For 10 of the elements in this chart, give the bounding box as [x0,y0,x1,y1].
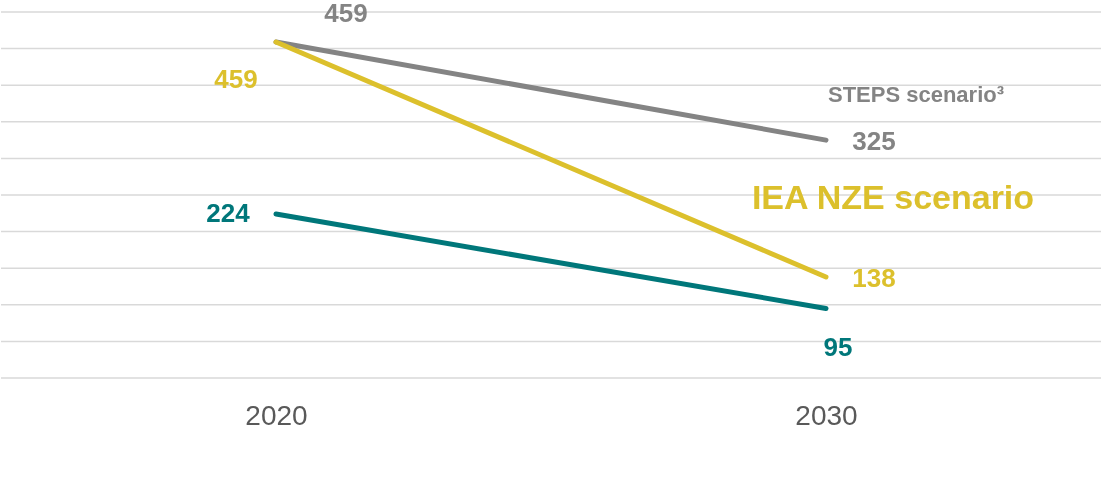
data-label: 459 [214,64,258,95]
data-label: 138 [852,262,896,293]
x-tick-label: 2030 [795,399,858,431]
data-label: 224 [206,198,251,229]
data-label: 325 [852,126,896,157]
x-tick-label: 2020 [245,399,308,431]
data-label: 95 [823,332,853,363]
series-label: STEPS scenario³ [827,82,1005,108]
series-label: IEA NZE scenario [751,177,1035,216]
data-label: 459 [324,0,368,29]
